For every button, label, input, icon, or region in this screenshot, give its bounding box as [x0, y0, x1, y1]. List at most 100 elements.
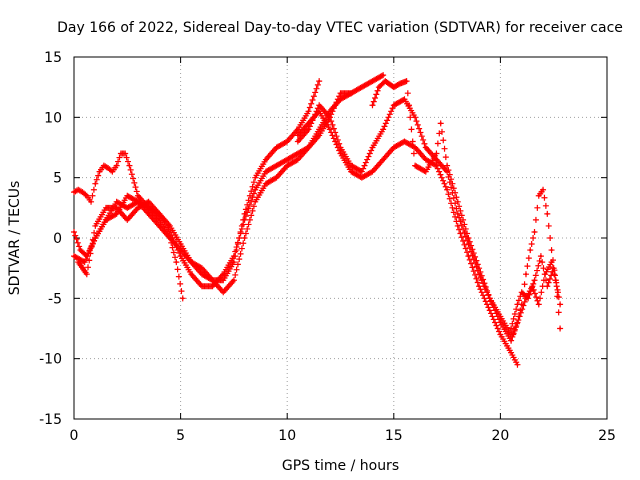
data-point — [349, 164, 353, 167]
data-point — [456, 200, 459, 203]
data-point — [531, 285, 534, 288]
y-tick-label: 10 — [44, 110, 62, 126]
data-point — [232, 260, 236, 264]
data-point — [126, 218, 129, 222]
data-point — [264, 158, 268, 161]
data-point — [200, 285, 204, 288]
x-tick-label: 5 — [176, 428, 185, 444]
data-point — [175, 260, 178, 264]
data-point — [499, 315, 502, 318]
data-point — [524, 297, 528, 300]
x-tick-label: 25 — [598, 428, 616, 444]
data-point — [106, 166, 110, 170]
data-point — [89, 200, 93, 203]
data-point — [499, 321, 502, 324]
data-point — [392, 85, 395, 89]
data-point — [558, 303, 562, 306]
data-point — [499, 333, 502, 336]
data-point — [317, 79, 321, 83]
data-point — [509, 351, 513, 354]
data-point — [467, 236, 470, 240]
x-tick-label: 20 — [491, 428, 509, 444]
data-point — [445, 164, 449, 167]
data-point — [126, 194, 129, 197]
data-point — [147, 206, 150, 210]
data-point — [477, 273, 481, 276]
data-point — [413, 164, 417, 167]
data-point — [543, 273, 547, 276]
data-point — [533, 279, 536, 282]
data-point — [98, 170, 101, 173]
data-point — [435, 164, 438, 167]
chart-title: Day 166 of 2022, Sidereal Day-to-day VTE… — [57, 20, 623, 36]
data-point — [328, 116, 332, 119]
data-point — [222, 279, 225, 282]
data-point — [79, 248, 82, 252]
series-track-10 — [510, 259, 561, 338]
data-point — [111, 170, 114, 173]
data-point-markers — [75, 72, 387, 290]
x-tick-label: 0 — [70, 428, 79, 444]
data-point — [424, 146, 427, 149]
data-point — [546, 212, 549, 216]
data-point — [72, 190, 76, 194]
data-point — [128, 164, 131, 167]
data-point — [254, 176, 257, 179]
data-point — [296, 128, 300, 131]
data-point — [398, 82, 402, 85]
y-tick-label: 15 — [44, 50, 62, 66]
x-axis-label: GPS time / hours — [282, 458, 399, 474]
series-track-2 — [71, 78, 323, 284]
data-point — [413, 116, 417, 119]
plot-frame — [73, 56, 608, 420]
data-point — [136, 200, 140, 203]
y-tick-label: 5 — [53, 171, 62, 187]
data-point — [381, 73, 385, 77]
data-point — [286, 164, 289, 167]
data-point — [286, 140, 289, 143]
data-point — [190, 260, 193, 264]
data-point — [126, 206, 129, 210]
data-point — [243, 212, 246, 216]
data-point — [232, 279, 236, 282]
data-point — [529, 248, 532, 252]
data-point — [147, 200, 150, 203]
data-point — [516, 363, 519, 366]
data-point — [168, 224, 172, 228]
data-point — [456, 224, 459, 228]
data-point — [520, 303, 523, 306]
data-point — [275, 176, 278, 179]
data-point — [439, 122, 442, 125]
data-point — [81, 190, 84, 194]
data-point — [77, 188, 80, 191]
data-point — [339, 92, 342, 95]
data-point — [83, 260, 86, 264]
data-point — [307, 110, 310, 113]
data-point — [509, 327, 513, 330]
data-point — [424, 158, 427, 161]
data-point — [403, 98, 406, 101]
data-point — [403, 140, 406, 143]
data-point — [328, 128, 332, 131]
data-point — [435, 158, 438, 161]
y-axis-label: SDTVAR / TECUs — [7, 181, 23, 296]
data-point — [556, 291, 560, 294]
data-point — [381, 128, 385, 131]
y-tick-label: 0 — [53, 231, 62, 247]
data-point — [488, 309, 491, 312]
data-point — [381, 158, 385, 161]
data-point — [211, 285, 214, 288]
data-point — [317, 104, 321, 107]
data-point — [190, 273, 193, 276]
data-point — [307, 146, 310, 149]
data-point — [445, 188, 449, 191]
data-point — [102, 164, 106, 167]
data-point — [349, 92, 353, 95]
data-point — [94, 224, 97, 228]
data-point — [222, 273, 225, 276]
data-point — [467, 254, 470, 258]
data-series — [71, 72, 564, 368]
data-point — [181, 297, 184, 300]
data-point — [147, 212, 150, 216]
data-point — [158, 218, 161, 222]
